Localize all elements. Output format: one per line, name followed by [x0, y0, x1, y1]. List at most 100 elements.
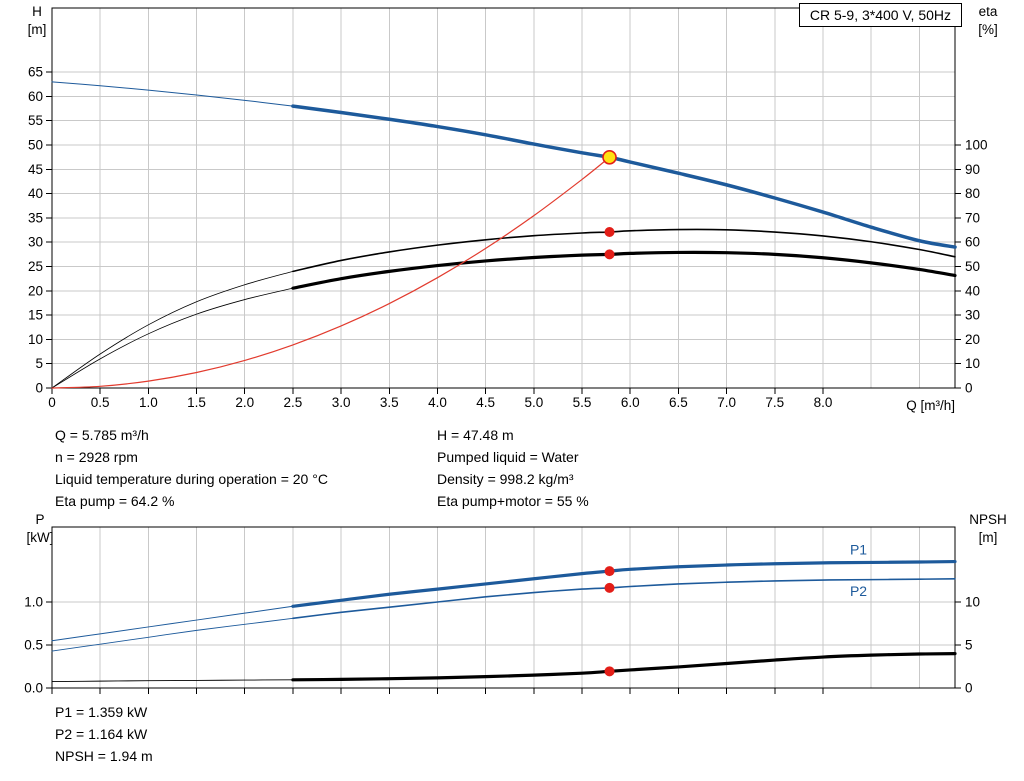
y-left-tick-label: 10 — [28, 332, 43, 347]
chart-performance: 0 5 10 15 20 25 30 35 40 45 50 55 60 65 0 10 20 30 40 50 60 7… — [28, 7, 988, 410]
x-tick-label: 2.0 — [235, 395, 254, 410]
npsh-axis-unit: [m] — [978, 530, 998, 545]
p1-point — [604, 566, 615, 577]
npsh-axis-symbol: NPSH — [969, 512, 1007, 527]
h-axis-unit: [m] — [27, 22, 47, 37]
plot-frame — [51, 7, 956, 389]
x-tick-label: 8.0 — [814, 395, 833, 410]
curve-p1 — [51, 605, 294, 642]
pump-title: CR 5-9, 3*400 V, 50Hz — [809, 7, 951, 23]
npsh-point — [604, 666, 615, 677]
y-left-tick-label: 20 — [28, 283, 43, 298]
curve-npsh — [291, 652, 957, 682]
power-info: P1 = 1.359 kW P2 = 1.164 kW NPSH = 1.94 … — [55, 701, 153, 767]
info-p1: P1 = 1.359 kW — [55, 704, 148, 720]
y-right-tick-label: 0 — [965, 681, 973, 696]
y-right-tick-label: 90 — [965, 162, 980, 177]
curve-system-curve — [51, 156, 611, 389]
info-q: Q = 5.785 m³/h — [55, 427, 149, 443]
y-axis-header-head: H [m] — [20, 3, 54, 39]
x-tick-label: 7.0 — [717, 395, 736, 410]
curve-head — [51, 81, 294, 107]
x-tick-label: 5.5 — [573, 395, 592, 410]
curve-label-p1: P1 — [850, 542, 867, 558]
y-axis-header-npsh: NPSH [m] — [962, 511, 1014, 547]
curve-eta-pump-motor — [291, 250, 957, 290]
curve-head — [291, 104, 957, 249]
p-axis-unit: [kW] — [26, 530, 54, 545]
y-right-tick-label: 60 — [965, 235, 980, 250]
plot-frame — [51, 526, 956, 689]
y-right-tick-label: 40 — [965, 283, 980, 298]
curve-p1 — [291, 559, 957, 608]
duty-point[interactable] — [602, 149, 617, 165]
curve-eta-pump-motor — [51, 287, 294, 389]
y-left-tick-label: 1.0 — [24, 594, 43, 609]
info-speed: n = 2928 rpm — [55, 449, 138, 465]
y-right-tick-label: 100 — [965, 138, 988, 153]
y-right-tick-label: 50 — [965, 259, 980, 274]
h-axis-symbol: H — [32, 4, 42, 19]
info-eta-pump: Eta pump = 64.2 % — [55, 493, 175, 509]
x-tick-label: 3.5 — [380, 395, 399, 410]
duty-info-right: H = 47.48 m Pumped liquid = Water Densit… — [437, 424, 589, 512]
info-liquid-temperature: Liquid temperature during operation = 20… — [55, 471, 328, 487]
x-tick-label: 4.0 — [428, 395, 447, 410]
y-left-tick-label: 65 — [28, 65, 43, 80]
curve-p2 — [51, 617, 294, 652]
curve-p2 — [292, 577, 956, 620]
y-right-tick-label: 10 — [965, 594, 980, 609]
y-right-tick-label: 5 — [965, 637, 973, 652]
y-left-tick-label: 5 — [35, 356, 43, 371]
y-left-tick-label: 45 — [28, 162, 43, 177]
eta-pump-point — [604, 227, 615, 238]
x-tick-label: 1.5 — [187, 395, 206, 410]
y-left-tick-label: 60 — [28, 89, 43, 104]
y-right-tick-label: 80 — [965, 186, 980, 201]
curve-eta-pump — [51, 270, 294, 389]
x-tick-label: 5.0 — [524, 395, 543, 410]
y-left-tick-label: 0.5 — [24, 637, 43, 652]
info-p2: P2 = 1.164 kW — [55, 726, 148, 742]
eta-pump-motor-point — [604, 249, 615, 260]
x-tick-label: 2.5 — [284, 395, 303, 410]
y-left-tick-label: 35 — [28, 210, 43, 225]
y-left-tick-label: 50 — [28, 138, 43, 153]
y-left-tick-label: 55 — [28, 113, 43, 128]
eta-axis-unit: [%] — [978, 22, 998, 37]
info-pumped-liquid: Pumped liquid = Water — [437, 449, 579, 465]
x-tick-label: 6.0 — [621, 395, 640, 410]
x-tick-label: 7.5 — [765, 395, 784, 410]
curve-eta-pump — [292, 228, 956, 273]
eta-axis-symbol: eta — [978, 4, 998, 19]
y-right-tick-label: 70 — [965, 210, 980, 225]
x-tick-label: 1.0 — [139, 395, 158, 410]
y-left-tick-label: 15 — [28, 308, 43, 323]
pump-title-box: CR 5-9, 3*400 V, 50Hz — [798, 3, 962, 27]
curve-npsh — [51, 679, 294, 682]
x-tick-label: 4.5 — [476, 395, 495, 410]
y-right-tick-label: 10 — [965, 356, 980, 371]
y-right-tick-label: 20 — [965, 332, 980, 347]
info-npsh: NPSH = 1.94 m — [55, 748, 153, 764]
info-density: Density = 998.2 kg/m³ — [437, 471, 574, 487]
curve-label-p2: P2 — [850, 583, 867, 599]
y-left-tick-label: 0 — [35, 381, 43, 396]
y-left-tick-label: 30 — [28, 235, 43, 250]
y-right-tick-label: 30 — [965, 308, 980, 323]
x-tick-label: 0 — [48, 395, 56, 410]
info-head: H = 47.48 m — [437, 427, 514, 443]
y-axis-header-eta: eta [%] — [966, 3, 1010, 39]
p2-point — [604, 582, 615, 593]
p-axis-symbol: P — [35, 512, 45, 527]
y-left-tick-label: 25 — [28, 259, 43, 274]
x-axis-label: Q [m³/h] — [906, 398, 955, 413]
y-axis-header-power: P [kW] — [22, 511, 58, 547]
x-tick-label: 6.5 — [669, 395, 688, 410]
y-right-tick-label: 0 — [965, 381, 973, 396]
x-tick-label: 3.0 — [332, 395, 351, 410]
chart-power-npsh: 0.0 0.5 1.0 0 5 10 P1 P2 — [24, 526, 980, 696]
x-tick-label: 0.5 — [91, 395, 110, 410]
